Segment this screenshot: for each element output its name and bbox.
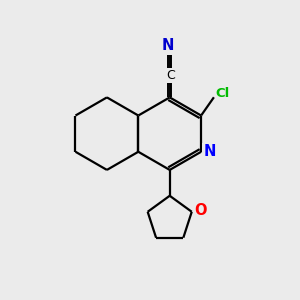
Text: C: C [166,70,175,83]
Text: N: N [162,38,174,53]
Text: O: O [194,203,207,218]
Text: N: N [203,144,216,159]
Text: Cl: Cl [216,87,230,100]
